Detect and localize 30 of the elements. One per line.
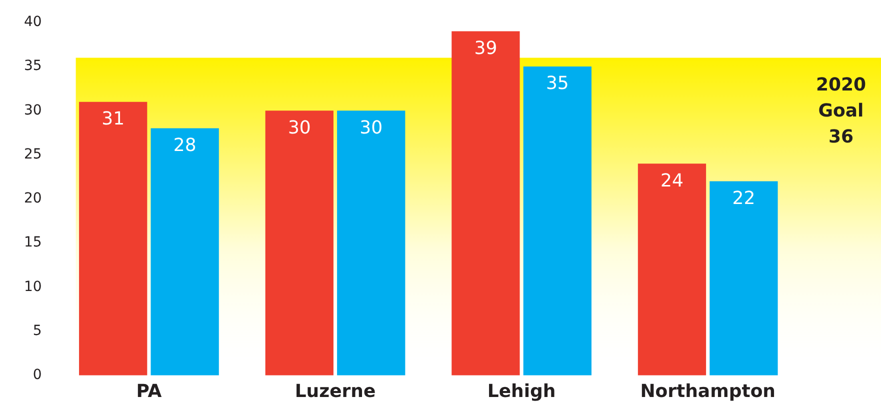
y-tick-label: 20 xyxy=(24,190,42,207)
y-tick-label: 5 xyxy=(32,322,42,339)
y-tick-label: 30 xyxy=(24,102,42,118)
data-label: 30 xyxy=(288,117,311,138)
y-tick-label: 40 xyxy=(24,14,42,30)
y-tick-label: 10 xyxy=(24,278,42,295)
bar xyxy=(638,164,706,376)
bar xyxy=(79,102,148,376)
band-label: 2020 Goal 36 xyxy=(816,74,866,148)
data-label: 39 xyxy=(474,38,498,59)
x-tick-label: Luzerne xyxy=(294,380,376,402)
data-label: 24 xyxy=(660,170,684,192)
data-label: 22 xyxy=(732,188,756,209)
y-tick-label: 25 xyxy=(24,146,42,162)
data-label: 35 xyxy=(546,73,569,94)
bar xyxy=(150,128,219,376)
bar xyxy=(452,31,520,376)
y-tick-label: 15 xyxy=(24,234,42,251)
bar xyxy=(337,110,406,376)
data-label: 28 xyxy=(173,134,196,156)
bar xyxy=(523,66,592,376)
bar xyxy=(265,110,334,376)
bar xyxy=(710,181,778,376)
x-tick-label: Northampton xyxy=(640,380,776,402)
data-label: 31 xyxy=(102,108,125,130)
x-tick-label: PA xyxy=(136,380,162,402)
x-tick-label: Lehigh xyxy=(487,380,556,402)
data-label: 30 xyxy=(360,117,383,138)
y-tick-label: 35 xyxy=(24,58,42,74)
y-tick-label: 0 xyxy=(32,367,42,384)
